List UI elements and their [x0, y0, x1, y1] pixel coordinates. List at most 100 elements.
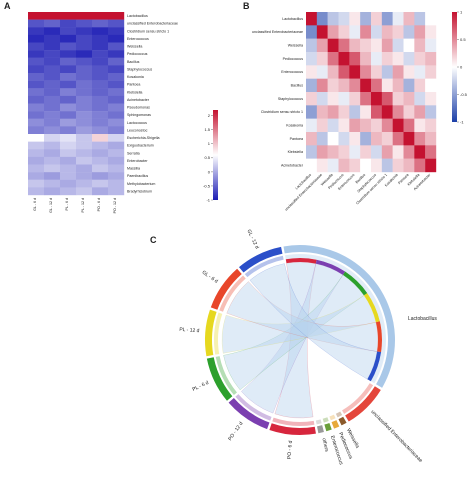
heatmap-cell	[338, 12, 350, 26]
heatmap-cell	[349, 118, 361, 133]
heatmap-cell	[414, 92, 426, 106]
heatmap-cell	[76, 187, 93, 196]
segment-label: PL - 6 d	[192, 380, 210, 393]
heatmap-cell	[28, 95, 45, 104]
heatmap-cell	[76, 73, 93, 81]
segment-label: others	[321, 438, 330, 453]
ribbon	[221, 295, 377, 354]
heatmap-cell	[60, 19, 77, 28]
column-label: GL - 6 d	[33, 198, 37, 211]
segment-arc	[239, 246, 283, 273]
heatmap-cell	[414, 38, 426, 53]
heatmap-cell	[76, 42, 93, 51]
heatmap-cell	[306, 52, 318, 66]
heatmap-cell	[338, 118, 350, 133]
heatmap-cell	[28, 12, 45, 20]
heatmap-cell	[60, 12, 77, 20]
heatmap-cell	[44, 57, 61, 66]
heatmap-cell	[60, 172, 77, 180]
heatmap-cell	[76, 156, 93, 165]
heatmap-cell	[28, 187, 45, 196]
heatmap-cell	[360, 118, 372, 133]
heatmap-cell	[28, 164, 45, 173]
row-label: Clostridium sensu stricto 1	[261, 110, 303, 114]
heatmap-cell	[306, 158, 318, 173]
row-label: Clostridium sensu stricto 1	[127, 29, 169, 33]
heatmap-cell	[60, 156, 77, 165]
heatmap-cell	[338, 78, 350, 93]
heatmap-cell	[108, 179, 125, 188]
heatmap-cell	[44, 126, 61, 135]
column-label: PO - 6 d	[97, 198, 101, 211]
heatmap-cell	[425, 12, 437, 26]
heatmap-cell	[403, 145, 415, 159]
heatmap-cell	[381, 38, 393, 53]
heatmap-cell	[425, 158, 437, 173]
heatmap-cell	[28, 42, 45, 51]
heatmap-cell	[414, 52, 426, 66]
heatmap-cell	[28, 57, 45, 66]
segment-label: Lactobacillus	[408, 316, 437, 322]
heatmap-cell	[108, 134, 125, 142]
heatmap-cell	[44, 19, 61, 28]
heatmap-cell	[338, 92, 350, 106]
row-label: Bradyrhizobium	[127, 189, 152, 193]
column-label: PL - 12 d	[81, 198, 85, 212]
row-label: Paenibacillus	[127, 174, 148, 178]
heatmap-cell	[403, 132, 415, 146]
heatmap-cell	[76, 164, 93, 173]
heatmap-cell	[92, 50, 109, 58]
heatmap-cell	[108, 118, 125, 127]
row-label: Weissella	[288, 44, 303, 48]
inner-band	[363, 293, 380, 323]
row-label: Klebsiella	[288, 150, 303, 154]
row-label: Acinetobacter	[127, 98, 150, 102]
heatmap-cell	[44, 42, 61, 51]
heatmap-cell	[76, 141, 93, 150]
heatmap-cell	[28, 50, 45, 58]
heatmap-cell	[60, 179, 77, 188]
heatmap-cell	[108, 80, 125, 89]
colorbar-tick-label: -1	[460, 119, 464, 124]
ribbon	[241, 263, 344, 414]
segment-label: GL - 6 d	[201, 270, 219, 285]
heatmap-cell	[327, 118, 339, 133]
colorbar-tick-label: -0.5	[460, 92, 468, 97]
row-label: Serratia	[127, 151, 140, 155]
heatmap-cell	[414, 105, 426, 119]
heatmap-cell	[425, 25, 437, 39]
heatmap-cell	[76, 179, 93, 188]
heatmap-cell	[60, 80, 77, 89]
heatmap-cell	[44, 149, 61, 158]
heatmap-cell	[425, 78, 437, 93]
heatmap-cell	[360, 158, 372, 173]
heatmap-cell	[60, 27, 77, 36]
heatmap-cell	[92, 156, 109, 165]
segment-arc	[283, 245, 396, 388]
heatmap-cell	[371, 52, 383, 66]
heatmap-cell	[76, 126, 93, 135]
panel-label: A	[4, 1, 11, 11]
heatmap-cell	[316, 12, 328, 26]
heatmap-cell	[306, 78, 318, 93]
heatmap-cell	[403, 65, 415, 79]
segment-label: GL - 12 d	[245, 229, 259, 250]
heatmap-cell	[44, 111, 61, 119]
heatmap-cell	[60, 88, 77, 97]
heatmap-cell	[316, 65, 328, 79]
heatmap-cell	[381, 25, 393, 39]
heatmap-cell	[392, 38, 404, 53]
heatmap-cell	[425, 92, 437, 106]
heatmap-cell	[392, 52, 404, 66]
heatmap-cell	[338, 25, 350, 39]
heatmap-cell	[360, 52, 372, 66]
heatmap-cell	[392, 12, 404, 26]
heatmap-cell	[316, 92, 328, 106]
heatmap-cell	[108, 164, 125, 173]
heatmap-cell	[371, 65, 383, 79]
inner-band	[367, 351, 382, 382]
inner-band	[342, 271, 368, 296]
row-label: Lactococcus	[127, 121, 147, 125]
row-label: Kosakonia	[286, 124, 303, 128]
heatmap-cell	[381, 52, 393, 66]
